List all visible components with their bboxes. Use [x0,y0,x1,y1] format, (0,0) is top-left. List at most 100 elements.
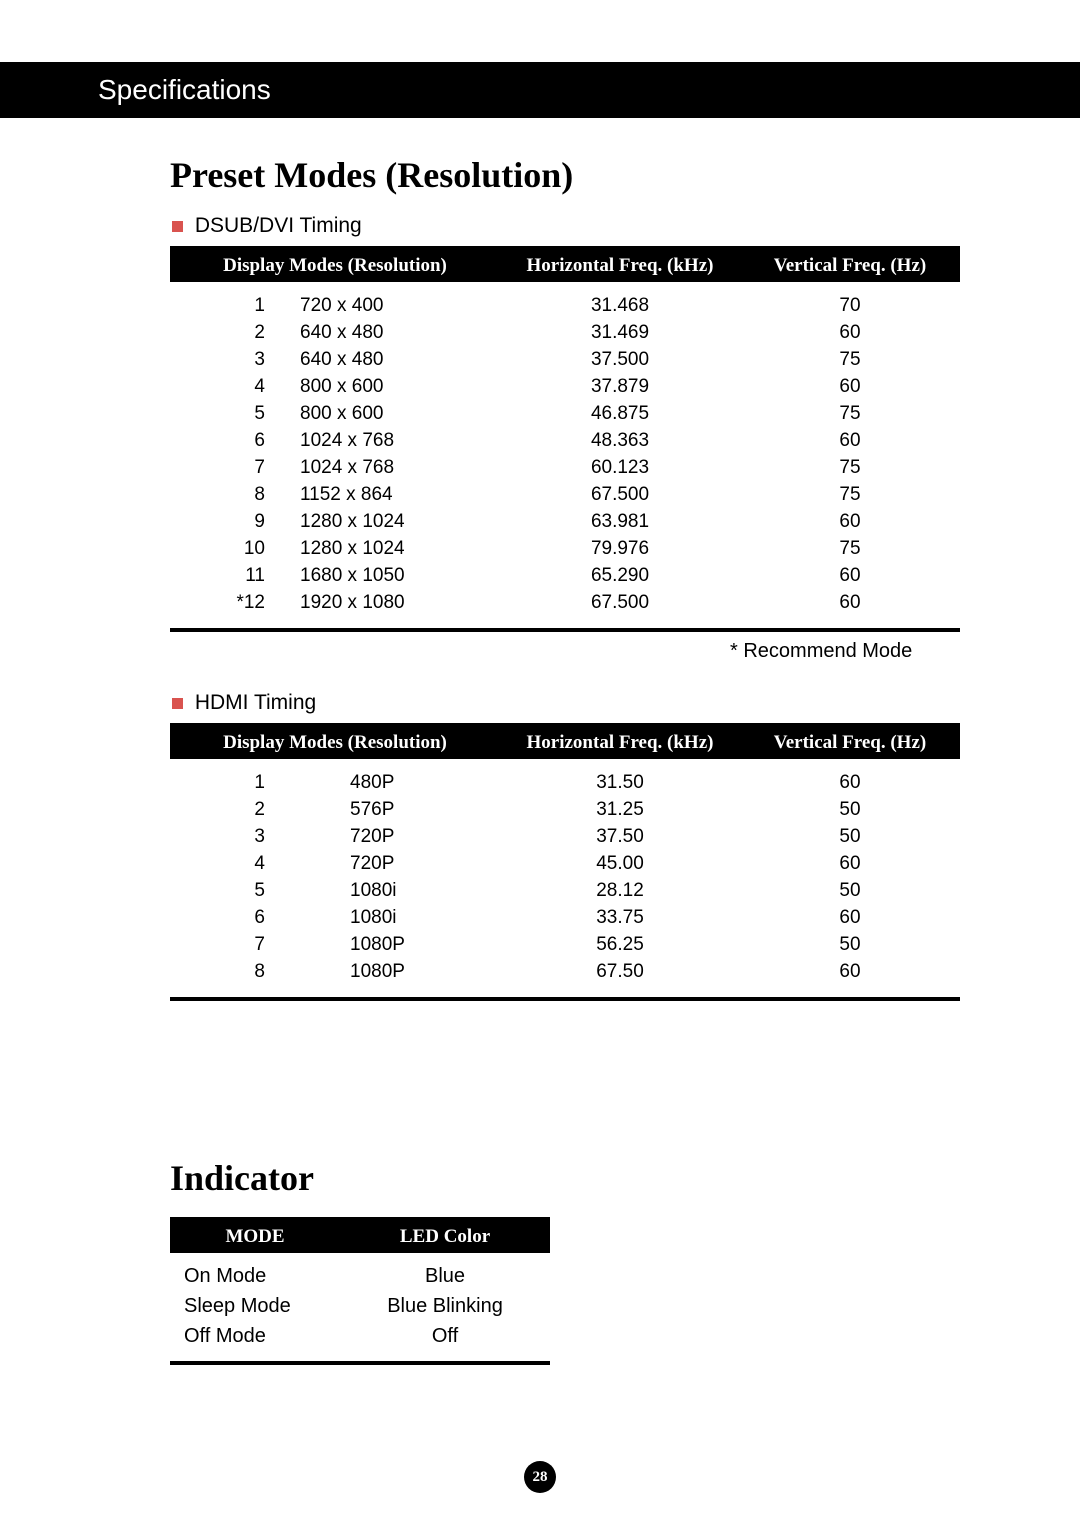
table-row-vfreq: 50 [740,796,960,823]
table-row-vfreq: 60 [740,769,960,796]
indicator-table: MODE LED Color On ModeSleep ModeOff Mode… [170,1217,550,1365]
table-row-hfreq: 31.469 [500,319,740,346]
hdmi-subheading-label: HDMI Timing [195,691,316,714]
table-row-vfreq: 60 [740,904,960,931]
table-row-vfreq: 60 [740,373,960,400]
hdmi-subheading: HDMI Timing [172,691,990,715]
table-row-vfreq: 60 [740,958,960,985]
col-header-display-modes: Display Modes (Resolution) [170,732,500,754]
table-row-vfreq: 75 [740,346,960,373]
indicator-row-mode: On Mode [184,1261,340,1291]
bullet-icon [172,221,183,232]
table-row-idx: 6 [170,427,265,454]
recommend-note: * Recommend Mode [730,640,990,663]
table-row-idx: 2 [170,796,265,823]
table-row-idx: 5 [170,877,265,904]
preset-modes-title: Preset Modes (Resolution) [170,154,990,196]
table-row-res: 720 x 400 [300,292,500,319]
table-row-hfreq: 79.976 [500,535,740,562]
indicator-row-mode: Off Mode [184,1321,340,1351]
table-row-res: 1280 x 1024 [300,508,500,535]
table-row-vfreq: 75 [740,400,960,427]
table-row-hfreq: 67.500 [500,589,740,616]
table-row-vfreq: 60 [740,850,960,877]
table-row-idx: 5 [170,400,265,427]
table-row-hfreq: 31.468 [500,292,740,319]
col-header-led: LED Color [340,1226,550,1248]
table-row-res: 1080P [350,958,500,985]
table-row-hfreq: 56.25 [500,931,740,958]
table-row-res: 576P [350,796,500,823]
table-row-vfreq: 60 [740,508,960,535]
col-header-display-modes: Display Modes (Resolution) [170,255,500,277]
hdmi-table: Display Modes (Resolution) Horizontal Fr… [170,723,960,1001]
table-row-vfreq: 50 [740,931,960,958]
table-row-res: 1920 x 1080 [300,589,500,616]
table-row-res: 1152 x 864 [300,481,500,508]
table-row-idx: 3 [170,346,265,373]
page-number-badge: 28 [524,1461,556,1493]
table-row-idx: 7 [170,454,265,481]
indicator-row-led: Blue Blinking [340,1291,550,1321]
table-row-vfreq: 75 [740,481,960,508]
table-row-hfreq: 65.290 [500,562,740,589]
indicator-row-mode: Sleep Mode [184,1291,340,1321]
table-row-vfreq: 75 [740,454,960,481]
col-header-vfreq: Vertical Freq. (Hz) [740,732,960,754]
dsub-table: Display Modes (Resolution) Horizontal Fr… [170,246,960,632]
table-row-hfreq: 31.25 [500,796,740,823]
table-row-res: 1280 x 1024 [300,535,500,562]
table-row-vfreq: 50 [740,877,960,904]
table-row-res: 640 x 480 [300,346,500,373]
col-header-hfreq: Horizontal Freq. (kHz) [500,732,740,754]
table-row-hfreq: 37.879 [500,373,740,400]
table-row-res: 640 x 480 [300,319,500,346]
table-row-idx: 3 [170,823,265,850]
section-header-bar: Specifications [0,62,1080,118]
page-number: 28 [533,1469,548,1486]
table-row-vfreq: 60 [740,319,960,346]
table-row-idx: 6 [170,904,265,931]
table-row-idx: 4 [170,850,265,877]
table-row-idx: *12 [170,589,265,616]
table-row-res: 1024 x 768 [300,427,500,454]
table-row-idx: 4 [170,373,265,400]
table-row-res: 1024 x 768 [300,454,500,481]
indicator-row-led: Off [340,1321,550,1351]
indicator-row-led: Blue [340,1261,550,1291]
table-row-idx: 10 [170,535,265,562]
table-row-idx: 2 [170,319,265,346]
col-header-mode: MODE [170,1226,340,1248]
table-row-idx: 8 [170,958,265,985]
table-row-res: 800 x 600 [300,400,500,427]
table-row-hfreq: 63.981 [500,508,740,535]
table-row-hfreq: 28.12 [500,877,740,904]
table-row-idx: 1 [170,292,265,319]
table-row-idx: 1 [170,769,265,796]
dsub-table-header: Display Modes (Resolution) Horizontal Fr… [170,250,960,282]
table-row-hfreq: 33.75 [500,904,740,931]
table-row-res: 1080P [350,931,500,958]
table-row-hfreq: 60.123 [500,454,740,481]
table-row-vfreq: 60 [740,562,960,589]
table-row-res: 720P [350,823,500,850]
table-row-hfreq: 48.363 [500,427,740,454]
table-row-vfreq: 75 [740,535,960,562]
table-row-res: 1680 x 1050 [300,562,500,589]
table-row-vfreq: 70 [740,292,960,319]
col-header-vfreq: Vertical Freq. (Hz) [740,255,960,277]
table-row-res: 720P [350,850,500,877]
table-row-hfreq: 45.00 [500,850,740,877]
section-header-label: Specifications [98,74,271,106]
dsub-subheading-label: DSUB/DVI Timing [195,214,362,237]
table-row-idx: 7 [170,931,265,958]
table-row-res: 800 x 600 [300,373,500,400]
table-row-hfreq: 67.500 [500,481,740,508]
table-row-hfreq: 67.50 [500,958,740,985]
table-row-res: 1080i [350,904,500,931]
table-row-res: 1080i [350,877,500,904]
dsub-subheading: DSUB/DVI Timing [172,214,990,238]
table-row-hfreq: 46.875 [500,400,740,427]
table-row-idx: 9 [170,508,265,535]
col-header-hfreq: Horizontal Freq. (kHz) [500,255,740,277]
